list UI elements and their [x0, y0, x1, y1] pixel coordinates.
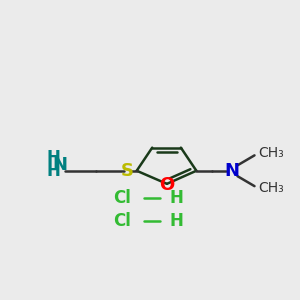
Text: Cl: Cl — [112, 189, 130, 207]
Text: CH₃: CH₃ — [258, 146, 284, 160]
Text: O: O — [159, 176, 175, 194]
Text: H: H — [169, 189, 183, 207]
Text: H: H — [47, 162, 61, 180]
Text: H: H — [47, 149, 61, 167]
Text: Cl: Cl — [112, 212, 130, 230]
Text: H: H — [169, 212, 183, 230]
Text: CH₃: CH₃ — [258, 182, 284, 196]
Text: S: S — [121, 162, 134, 180]
Text: N: N — [52, 156, 67, 174]
Text: N: N — [224, 162, 239, 180]
